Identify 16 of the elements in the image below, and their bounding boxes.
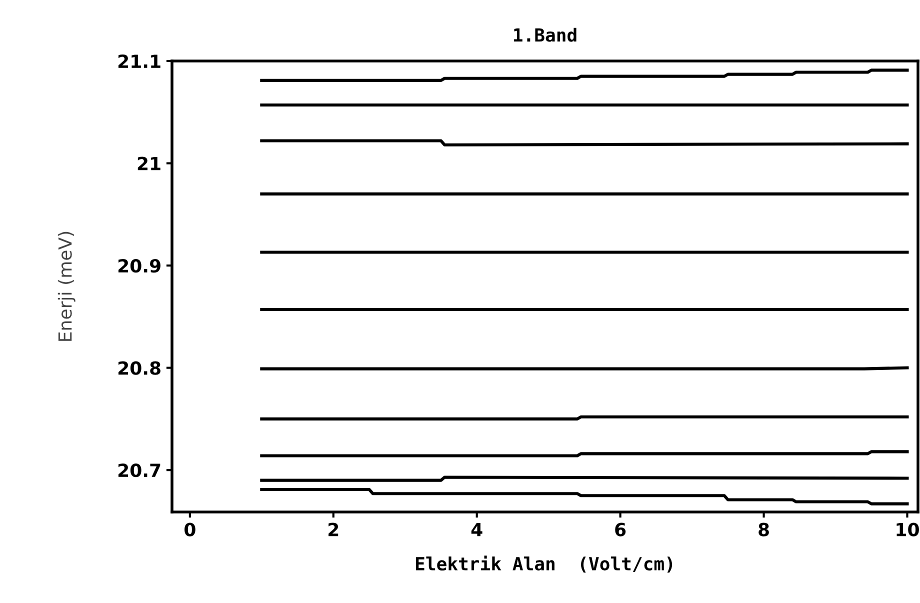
x-tick-label: 10: [896, 522, 919, 536]
chart-title: 1.Band: [514, 28, 576, 42]
y-tick-label: 21: [138, 156, 160, 170]
x-tick-label: 0: [184, 522, 196, 536]
line-series: [260, 488, 909, 506]
y-tick-label: 21.1: [118, 54, 160, 68]
line-series: [260, 68, 909, 82]
x-tick-label: 8: [758, 522, 769, 536]
y-tick-label: 20.9: [118, 258, 160, 273]
x-tick-label: 4: [471, 522, 482, 536]
x-axis-title: Elektrik Alan (Volt/cm): [416, 556, 672, 573]
y-tick-label: 20.7: [118, 464, 160, 478]
y-tick-label: 20.8: [118, 361, 160, 375]
x-tick-label: 2: [328, 522, 338, 536]
y-axis-title: Enerji (meV): [58, 232, 76, 341]
x-tick-label: 6: [615, 522, 626, 536]
